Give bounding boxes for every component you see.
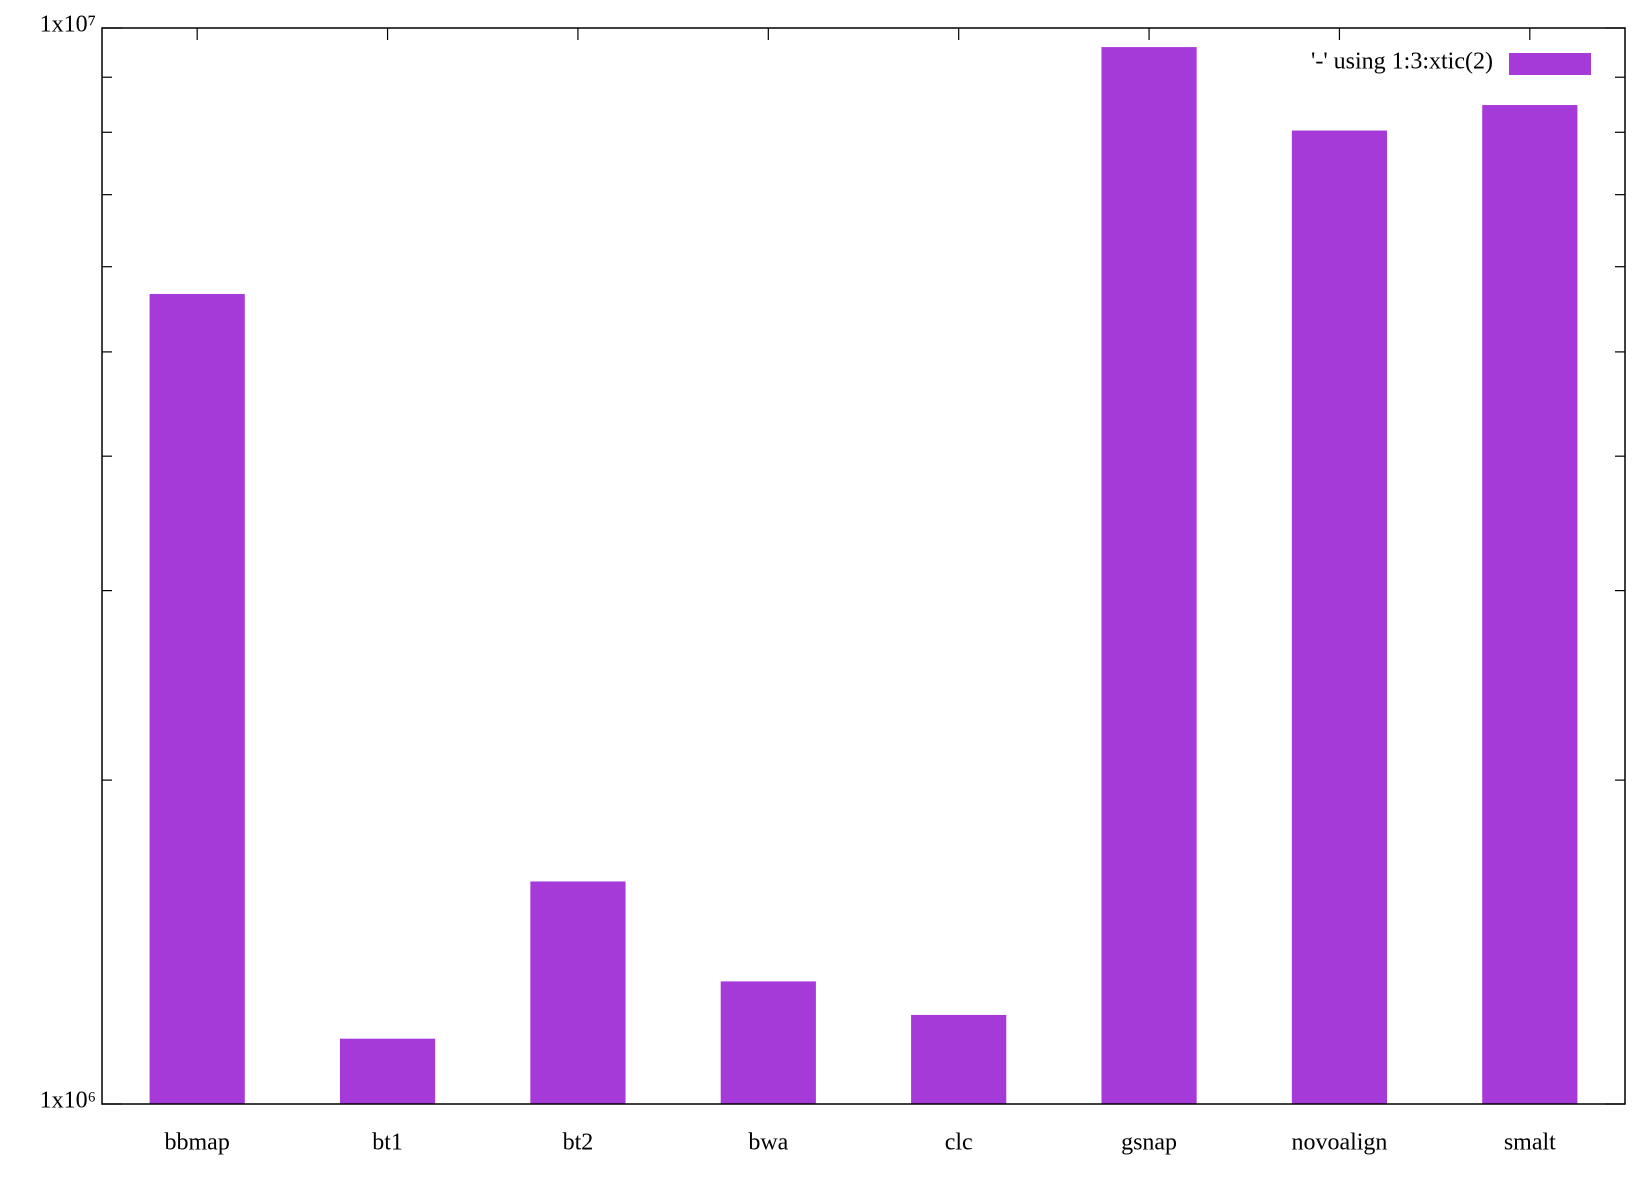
x-tick-label: gsnap [1121,1130,1177,1156]
x-tick-label: bt1 [372,1130,403,1156]
plot-frame [101,27,1626,1105]
x-tick-label: bt2 [563,1130,594,1156]
x-tick-label: clc [945,1130,973,1156]
bar [720,981,816,1104]
y-tick-label: 1x10⁷ [40,12,96,38]
bar [911,1014,1007,1104]
bar [1482,105,1578,1104]
x-tick-label: bwa [748,1130,788,1156]
bar [530,881,626,1104]
bar [1291,130,1388,1105]
bar [339,1038,436,1104]
x-tick-label: smalt [1504,1130,1556,1156]
legend-label: '-' using 1:3:xtic(2) [1311,49,1493,75]
bar [149,293,245,1105]
bar [1101,47,1197,1104]
y-tick-label: 1x10⁶ [40,1088,96,1114]
x-tick-label: bbmap [165,1130,230,1156]
x-tick-label: novoalign [1291,1130,1387,1156]
legend-swatch [1509,53,1591,75]
